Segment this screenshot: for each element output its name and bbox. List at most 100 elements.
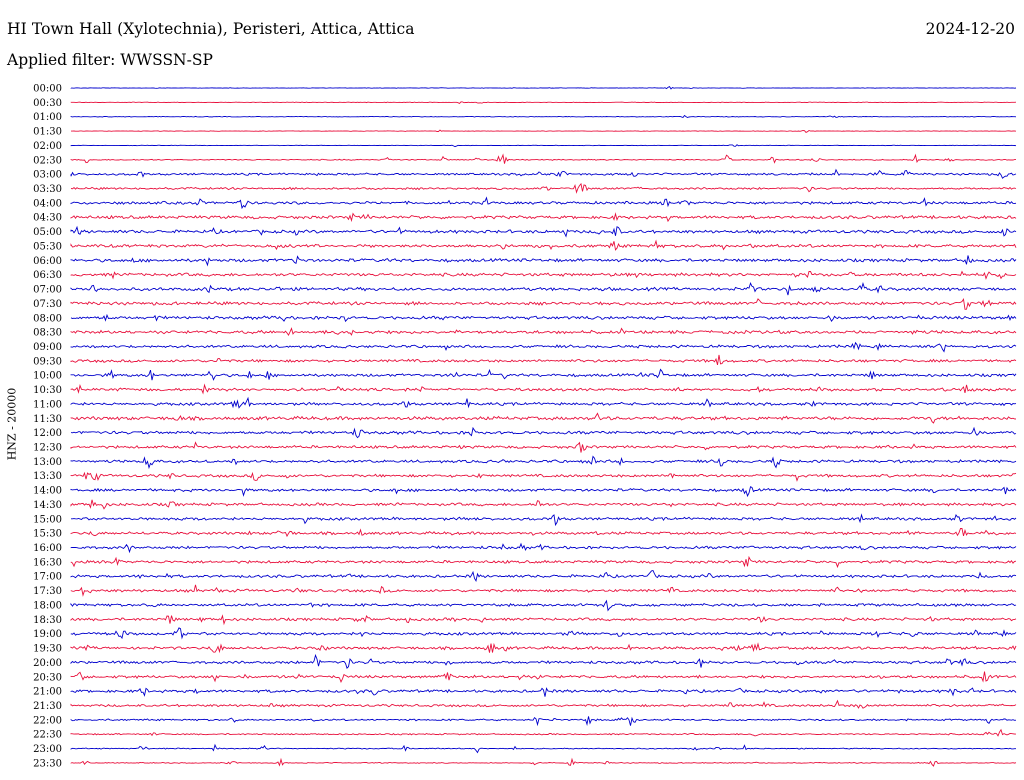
tick-label: 04:30 [33, 213, 62, 224]
filter-label: Applied filter: WWSSN-SP [7, 51, 213, 69]
trace-line [70, 101, 1017, 104]
trace-line [70, 153, 1016, 164]
trace-line [70, 196, 1017, 210]
tick-label: 01:30 [33, 127, 62, 138]
tick-label: 11:30 [33, 414, 62, 425]
trace-line [70, 255, 1017, 267]
trace-line [71, 129, 1017, 133]
tick-label: 23:00 [33, 744, 62, 755]
tick-label: 05:00 [33, 227, 62, 238]
trace-line [70, 441, 1017, 453]
tick-label: 06:00 [33, 256, 62, 267]
trace-line [70, 144, 1017, 148]
trace-line [70, 114, 1017, 119]
trace-line [70, 281, 1017, 296]
tick-label: 07:00 [33, 285, 62, 296]
trace-line [70, 225, 1017, 238]
tick-label: 10:00 [33, 371, 62, 382]
tick-label: 06:30 [33, 270, 62, 281]
trace-line [70, 368, 1017, 381]
tick-label: 03:00 [33, 170, 62, 181]
trace-line [70, 471, 1017, 482]
trace-line [70, 699, 1017, 709]
trace-line [70, 270, 1017, 280]
trace-line [70, 383, 1017, 395]
trace-line [70, 168, 1017, 179]
tick-label: 08:00 [33, 313, 62, 324]
trace-line [70, 396, 1017, 409]
tick-label: 10:30 [33, 385, 62, 396]
trace-line [70, 728, 1017, 737]
trace-line [70, 313, 1017, 323]
trace-line [70, 528, 1017, 538]
trace-line [70, 212, 1017, 223]
trace-line [70, 627, 1017, 640]
trace-group [70, 86, 1017, 767]
tick-label: 09:00 [33, 342, 62, 353]
tick-label: 07:30 [33, 299, 62, 310]
trace-line [70, 412, 1017, 424]
tick-label: 20:30 [33, 672, 62, 683]
tick-label: 19:30 [33, 644, 62, 655]
trace-line [70, 486, 1017, 498]
trace-line [70, 327, 1017, 337]
tick-label: 04:00 [33, 198, 62, 209]
tick-label: 21:00 [33, 687, 62, 698]
trace-line [70, 341, 1017, 353]
trace-line [70, 757, 1017, 767]
trace-line [70, 653, 1017, 669]
trace-line [70, 614, 1017, 626]
trace-line [70, 426, 1017, 439]
trace-line [70, 642, 1017, 654]
trace-line [70, 671, 1017, 684]
tick-label: 05:30 [33, 241, 62, 252]
trace-line [70, 743, 1016, 754]
tick-label: 17:30 [33, 586, 62, 597]
tick-label: 08:30 [33, 328, 62, 339]
tick-label: 13:30 [33, 471, 62, 482]
tick-label: 23:30 [33, 758, 62, 769]
tick-label: 21:30 [33, 701, 62, 712]
tick-label: 18:30 [33, 615, 62, 626]
tick-label-group: 00:00 00:30 01:00 01:30 02:00 02:30 03:00 03:30… [33, 84, 62, 770]
tick-label: 15:00 [33, 514, 62, 525]
trace-line [70, 455, 1017, 470]
tick-label: 02:30 [33, 155, 62, 166]
trace-line [70, 584, 1017, 597]
trace-line [70, 569, 1017, 583]
tick-label: 14:30 [33, 500, 62, 511]
tick-label: 17:00 [33, 572, 62, 583]
tick-label: 16:30 [33, 557, 62, 568]
tick-label: 18:00 [33, 600, 62, 611]
trace-line [70, 542, 1017, 554]
tick-label: 01:00 [33, 112, 62, 123]
tick-label: 03:30 [33, 184, 62, 195]
trace-line [70, 555, 1017, 569]
tick-label: 12:00 [33, 428, 62, 439]
tick-label: 15:30 [33, 529, 62, 540]
tick-label: 22:30 [33, 730, 62, 741]
trace-line [70, 354, 1017, 366]
trace-line [70, 687, 1017, 697]
tick-label: 19:00 [33, 629, 62, 640]
trace-line [70, 297, 1017, 310]
tick-label: 02:00 [33, 141, 62, 152]
trace-line [70, 86, 1017, 90]
trace-line [70, 599, 1017, 612]
station-title: HI Town Hall (Xylotechnia), Peristeri, A… [7, 20, 415, 38]
tick-label: 20:00 [33, 658, 62, 669]
trace-line [70, 716, 1017, 727]
trace-line [70, 499, 1017, 510]
date-label: 2024-12-20 [925, 20, 1015, 38]
tick-label: 00:30 [33, 98, 62, 109]
tick-label: 14:00 [33, 486, 62, 497]
tick-label: 12:30 [33, 443, 62, 454]
tick-label: 13:00 [33, 457, 62, 468]
tick-label: 16:00 [33, 543, 62, 554]
trace-line [70, 182, 1017, 194]
trace-line [71, 513, 1017, 527]
tick-label: 22:00 [33, 715, 62, 726]
tick-label: 09:30 [33, 356, 62, 367]
tick-label: 11:00 [33, 399, 62, 410]
